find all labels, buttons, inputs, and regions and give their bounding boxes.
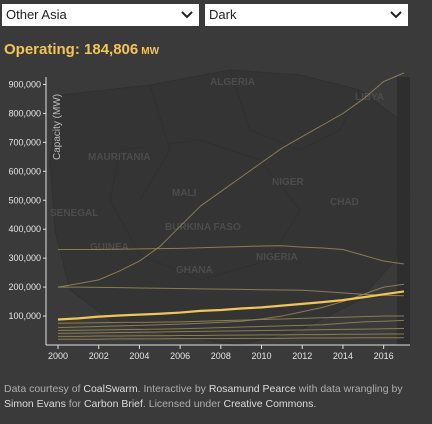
theme-select-value: Dark — [209, 7, 237, 22]
chevron-down-icon — [181, 11, 193, 19]
footer-text: with data wrangling by — [295, 383, 403, 395]
map-label: SENEGAL — [50, 208, 98, 219]
map-label: CHAD — [330, 197, 359, 208]
x-tick-label: 2008 — [211, 351, 231, 361]
x-tick-label: 2006 — [170, 351, 190, 361]
coalswarm-link[interactable]: CoalSwarm — [83, 383, 138, 395]
region-select[interactable]: Other Asia — [2, 4, 199, 26]
carbon-brief-link[interactable]: Carbon Brief — [83, 398, 143, 410]
footer-text: Data courtesy of — [4, 383, 84, 395]
map-label: GUINEA — [90, 242, 129, 253]
footer-text: . Licensed under — [142, 398, 224, 410]
x-tick-label: 2002 — [89, 351, 109, 361]
capacity-line-chart: 100,000 200,000 300,000 400,000 500,000 600,0… — [8, 72, 410, 361]
highlight-series-line[interactable] — [57, 290, 405, 321]
footer-text: . Interactive by — [137, 383, 209, 395]
series-layer — [57, 72, 405, 340]
map-label: GHANA — [176, 265, 213, 276]
map-label: MAURITANIA — [88, 152, 151, 163]
y-tick-label: 700,000 — [8, 137, 41, 147]
map-label: NIGER — [272, 177, 304, 188]
y-tick-label: 100,000 — [8, 311, 41, 321]
rosamund-pearce-link[interactable]: Rosamund Pearce — [208, 383, 296, 395]
operating-unit: MW — [141, 46, 160, 57]
operating-value: 184,806 — [84, 41, 139, 58]
map-label: LIBYA — [355, 92, 384, 103]
series-line[interactable] — [57, 72, 405, 288]
y-tick-label: 600,000 — [8, 166, 41, 176]
map-label: ALGERIA — [210, 77, 255, 88]
x-tick-label: 2010 — [252, 351, 272, 361]
series-line[interactable] — [57, 319, 405, 332]
footer-text: for — [65, 398, 84, 410]
y-tick-label: 500,000 — [8, 195, 41, 205]
x-tick-label: 2014 — [333, 351, 353, 361]
x-tick-label: 2012 — [292, 351, 312, 361]
y-tick-label: 900,000 — [8, 79, 41, 89]
map-label: NIGERIA — [256, 252, 298, 263]
x-tick-label: 2004 — [129, 351, 149, 361]
current-year-band — [397, 77, 410, 345]
y-tick-label: 400,000 — [8, 224, 41, 234]
series-line[interactable] — [58, 333, 404, 337]
y-axis-title: Capacity (MW) — [52, 94, 63, 160]
series-line[interactable] — [57, 283, 405, 329]
creative-commons-link[interactable]: Creative Commons — [223, 398, 314, 410]
operating-label: Operating: — [4, 41, 85, 58]
map-label: BURKINA FASO — [165, 222, 241, 233]
simon-evans-link[interactable]: Simon Evans — [4, 398, 66, 410]
series-line[interactable] — [58, 286, 405, 297]
map-label: MALI — [172, 188, 197, 199]
x-tick-label: 2000 — [48, 351, 68, 361]
series-line[interactable] — [57, 328, 405, 334]
chevron-down-icon — [390, 11, 402, 19]
footer-text: . — [313, 398, 317, 410]
theme-select[interactable]: Dark — [205, 4, 408, 26]
series-line[interactable] — [58, 337, 404, 340]
y-tick-label: 300,000 — [8, 253, 41, 263]
operating-total: Operating: 184,806 MW — [4, 41, 159, 58]
series-line[interactable] — [58, 245, 405, 265]
footer-credits: Data courtesy of CoalSwarm. Interactive … — [4, 382, 432, 412]
series-line[interactable] — [57, 315, 404, 324]
y-tick-label: 200,000 — [8, 282, 41, 292]
y-tick-label: 800,000 — [8, 108, 41, 118]
region-select-value: Other Asia — [6, 7, 67, 22]
x-tick-label: 2016 — [374, 351, 394, 361]
